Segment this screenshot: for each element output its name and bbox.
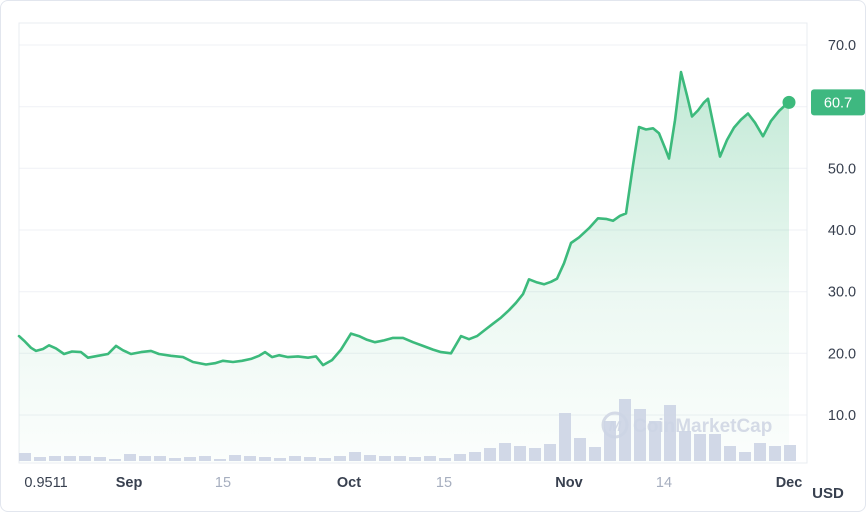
- x-axis-tick-label: 0.9511: [24, 475, 67, 491]
- volume-bar: [334, 456, 346, 461]
- volume-bar: [154, 456, 166, 461]
- x-axis-tick-label: 15: [215, 475, 231, 491]
- volume-bar: [94, 457, 106, 461]
- volume-bar: [364, 455, 376, 461]
- volume-bar: [484, 448, 496, 461]
- volume-bar: [679, 431, 691, 461]
- volume-bar: [49, 456, 61, 461]
- volume-bar: [394, 456, 406, 461]
- y-axis-tick-label: 50.0: [828, 161, 856, 177]
- volume-bar: [229, 455, 241, 461]
- volume-bars: [19, 399, 796, 461]
- volume-bar: [244, 456, 256, 461]
- last-point-dot: [782, 95, 796, 109]
- volume-bar: [34, 457, 46, 461]
- volume-bar: [454, 454, 466, 461]
- volume-bar: [259, 457, 271, 461]
- volume-bar: [319, 458, 331, 461]
- y-axis-tick-label: 40.0: [828, 223, 856, 239]
- x-axis-labels: 0.9511 Sep 15 Oct 15 Nov 14 Dec: [24, 475, 802, 491]
- volume-bar: [64, 456, 76, 461]
- x-axis-tick-label: Oct: [337, 475, 361, 491]
- volume-bar: [274, 458, 286, 461]
- volume-bar: [109, 459, 121, 461]
- current-price-badge: 60.7: [811, 89, 865, 116]
- x-axis-tick-label: Nov: [555, 475, 582, 491]
- y-axis-tick-label: 20.0: [828, 346, 856, 362]
- volume-bar: [664, 405, 676, 461]
- currency-unit-label: USD: [812, 485, 844, 502]
- volume-bar: [79, 456, 91, 461]
- volume-bar: [304, 457, 316, 461]
- volume-bar: [784, 445, 796, 461]
- y-axis-tick-label: 70.0: [828, 38, 856, 54]
- volume-bar: [19, 453, 31, 461]
- y-axis-tick-label: 30.0: [828, 285, 856, 301]
- volume-bar: [514, 446, 526, 461]
- current-price-badge-label: 60.7: [824, 95, 852, 111]
- volume-bar: [409, 457, 421, 461]
- volume-bar: [559, 413, 571, 461]
- volume-bar: [169, 458, 181, 461]
- volume-bar: [214, 459, 226, 461]
- volume-bar: [469, 452, 481, 461]
- volume-bar: [349, 452, 361, 461]
- volume-bar: [124, 454, 136, 461]
- volume-bar: [589, 447, 601, 461]
- volume-bar: [634, 409, 646, 461]
- volume-bar: [439, 458, 451, 461]
- volume-bar: [499, 443, 511, 461]
- volume-bar: [184, 457, 196, 461]
- volume-bar: [724, 446, 736, 461]
- price-line: [17, 70, 791, 367]
- volume-bar: [739, 452, 751, 461]
- plot-frame: [18, 22, 808, 464]
- x-axis-tick-label: Dec: [776, 475, 803, 491]
- volume-bar: [139, 456, 151, 461]
- volume-bar: [199, 456, 211, 461]
- x-axis-tick-label: 15: [436, 475, 452, 491]
- volume-bar: [709, 434, 721, 461]
- volume-bar: [694, 434, 706, 461]
- current-price-badge-bg: [811, 89, 865, 116]
- volume-bar: [574, 438, 586, 461]
- y-axis-tick-label: 10.0: [828, 408, 856, 424]
- volume-bar: [544, 444, 556, 461]
- volume-bar: [529, 448, 541, 461]
- volume-bar: [754, 443, 766, 461]
- volume-bar: [769, 446, 781, 461]
- volume-bar: [604, 421, 616, 461]
- x-axis-tick-label: 14: [656, 475, 672, 491]
- volume-bar: [649, 421, 661, 461]
- y-axis-labels: 70.0 50.0 40.0 30.0 20.0 10.0: [828, 38, 856, 424]
- volume-bar: [289, 456, 301, 461]
- x-axis-tick-label: Sep: [116, 475, 143, 491]
- volume-bar: [619, 399, 631, 461]
- plot-hover-area[interactable]: [19, 23, 807, 463]
- volume-bar: [379, 456, 391, 461]
- volume-bar: [424, 456, 436, 461]
